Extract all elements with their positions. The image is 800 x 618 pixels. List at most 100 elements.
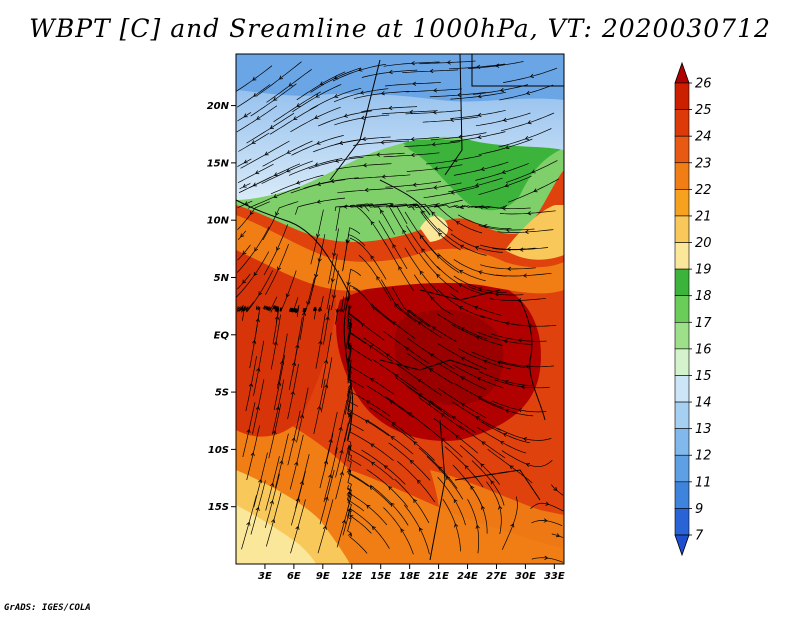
streamline-arrow xyxy=(519,247,524,252)
lon-tick-label: 18E xyxy=(399,571,420,582)
streamline-arrow xyxy=(255,406,260,411)
streamline-arrow xyxy=(243,113,248,118)
colorbar-swatch xyxy=(674,268,690,297)
streamline-arrow xyxy=(301,311,307,316)
streamline-arrow xyxy=(256,115,261,120)
streamline-arrow xyxy=(277,381,282,386)
streamline-arrow xyxy=(256,367,261,372)
streamline-arrow xyxy=(509,465,514,470)
streamline xyxy=(551,533,564,538)
streamline xyxy=(237,273,251,290)
streamline-arrow xyxy=(394,303,399,308)
streamline-arrow xyxy=(555,533,561,538)
streamline-arrow xyxy=(383,465,388,470)
field-core-red-2 xyxy=(394,309,504,405)
colorbar-swatch xyxy=(674,135,690,164)
streamline-arrow xyxy=(456,92,462,98)
lon-tick-label: 3E xyxy=(258,571,272,582)
streamline-arrow xyxy=(339,449,344,454)
streamline-arrow xyxy=(388,69,393,75)
colorbar-label: 26 xyxy=(695,77,712,92)
streamline-arrow xyxy=(347,323,352,328)
streamline-arrow xyxy=(376,152,381,157)
streamline-arrow xyxy=(250,452,255,457)
streamline-arrow xyxy=(240,233,245,238)
streamline-arrow xyxy=(459,270,464,274)
streamline-arrow xyxy=(480,166,485,172)
streamline-arrow xyxy=(253,271,258,277)
streamline-arrow xyxy=(506,247,511,252)
streamline-arrow xyxy=(501,169,506,174)
lon-tick-label: 27E xyxy=(486,571,507,582)
streamline-arrow xyxy=(380,209,384,214)
colorbar-label: 17 xyxy=(695,316,712,331)
streamline-arrow xyxy=(295,497,300,502)
colorbar-swatch xyxy=(674,348,690,376)
colorbar-label: 14 xyxy=(695,396,712,411)
streamline-arrow xyxy=(478,270,483,275)
streamline-arrow xyxy=(402,229,407,234)
streamline-arrow xyxy=(388,486,393,491)
streamline-arrow xyxy=(335,309,340,314)
streamline-arrow xyxy=(273,341,278,346)
field-ne-yellow xyxy=(505,205,564,260)
streamline-arrow xyxy=(362,163,367,168)
streamline-arrow xyxy=(385,353,390,358)
streamline-arrow xyxy=(504,183,509,188)
streamline-arrow xyxy=(294,461,299,466)
streamline-arrow xyxy=(525,90,531,95)
streamline-arrow xyxy=(239,307,244,312)
streamline-arrow xyxy=(392,244,397,249)
streamline-arrow xyxy=(413,441,418,446)
streamline-arrow xyxy=(390,436,395,440)
streamline-arrow xyxy=(410,152,415,158)
streamline-arrow xyxy=(246,428,251,434)
streamline-arrow xyxy=(334,75,339,80)
streamline-arrow xyxy=(405,347,410,352)
streamline-arrow xyxy=(431,142,436,147)
streamline xyxy=(237,201,270,230)
streamline-arrow xyxy=(272,430,277,435)
streamline-arrow xyxy=(333,93,339,98)
streamline-arrow xyxy=(544,555,549,560)
streamline-arrow xyxy=(451,416,457,421)
streamline-arrow xyxy=(475,416,480,421)
streamline-arrow xyxy=(339,471,344,476)
colorbar-swatch xyxy=(674,428,690,456)
field-orange-band xyxy=(236,215,564,294)
streamline-arrow xyxy=(306,301,311,306)
streamline-arrow xyxy=(380,140,385,145)
streamline-arrow xyxy=(366,504,371,509)
colorbar-swatch xyxy=(674,189,690,217)
colorbar-label: 23 xyxy=(695,156,712,171)
colorbar-label: 16 xyxy=(695,342,712,357)
streamline-arrow xyxy=(360,115,365,120)
streamline-arrow xyxy=(436,254,441,259)
streamline-arrow xyxy=(522,273,527,278)
streamline-arrow xyxy=(483,359,488,364)
streamline-arrow xyxy=(314,273,319,278)
streamline-arrow xyxy=(359,90,365,95)
streamline-arrow xyxy=(312,306,318,311)
streamline-arrow xyxy=(474,183,480,188)
streamline-arrow xyxy=(390,202,395,208)
colorbar-label: 15 xyxy=(695,369,712,384)
lon-tick-label: 33E xyxy=(544,571,565,582)
streamline-arrow xyxy=(334,158,340,163)
streamline-arrow xyxy=(436,273,441,279)
streamline-arrow xyxy=(290,307,295,312)
streamline-arrow xyxy=(343,204,348,209)
streamline-arrow xyxy=(286,168,291,173)
colorbar-swatch xyxy=(674,401,690,429)
streamline-arrow xyxy=(243,159,248,164)
colorbar-label: 7 xyxy=(695,529,704,544)
streamline-arrow xyxy=(246,521,251,526)
streamline-arrow xyxy=(412,182,417,187)
streamline-arrow xyxy=(316,199,321,204)
streamline-arrow xyxy=(461,403,466,408)
colorbar-swatch xyxy=(674,109,690,137)
colorbar-swatch xyxy=(674,321,690,350)
colorbar-label: 21 xyxy=(695,209,712,224)
streamline-arrow xyxy=(291,437,296,442)
streamline-arrow xyxy=(294,309,299,314)
